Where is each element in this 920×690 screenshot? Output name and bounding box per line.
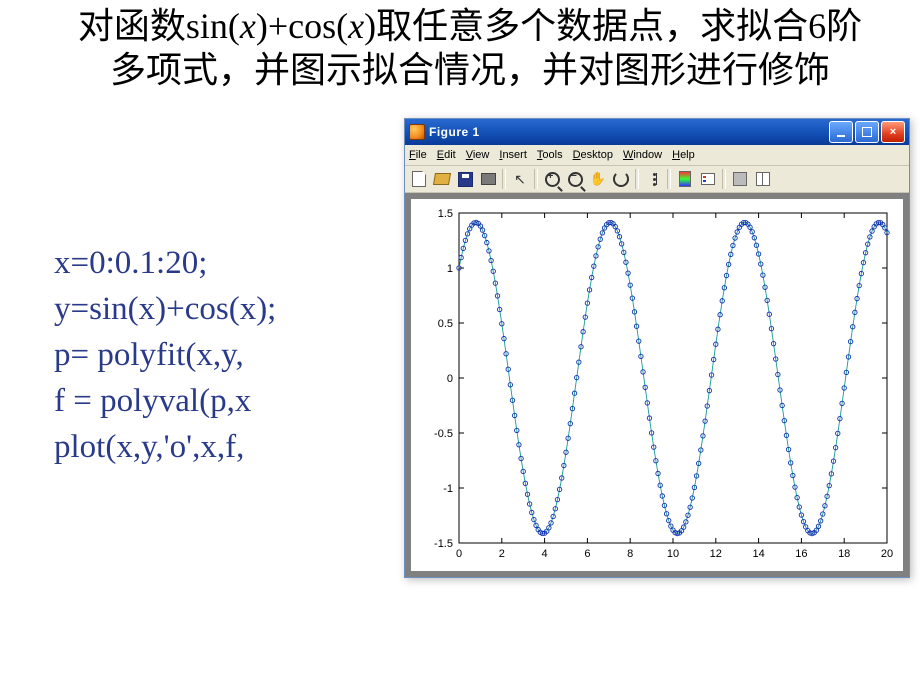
svg-text:10: 10: [667, 548, 679, 560]
code-line: x=0:0.1:20;: [54, 240, 276, 286]
toolbar-pointer-button[interactable]: ↖: [509, 168, 531, 190]
svg-text:1.5: 1.5: [438, 208, 453, 220]
svg-text:4: 4: [542, 548, 548, 560]
svg-text:-0.5: -0.5: [434, 428, 453, 440]
toolbar-print-button[interactable]: [477, 168, 499, 190]
toolbar-new-button[interactable]: [408, 168, 430, 190]
code-line: plot(x,y,'o',x,f,: [54, 424, 276, 470]
window-buttons: ×: [829, 121, 905, 143]
toolbar-colormap-button[interactable]: [674, 168, 696, 190]
toolbar-separator: [635, 169, 639, 189]
svg-text:-1: -1: [443, 483, 453, 495]
svg-text:12: 12: [710, 548, 722, 560]
svg-text:0: 0: [456, 548, 462, 560]
toolbar-separator: [502, 169, 506, 189]
menu-bar: File Edit View Insert Tools Desktop Wind…: [405, 145, 909, 166]
plot-panel: 0 2 4 6 8 10 12 14 16 18 20 -1.5 -1 -0.5 0 0.5 1 1.5: [405, 193, 909, 577]
svg-text:2: 2: [499, 548, 505, 560]
menu-view[interactable]: View: [466, 149, 490, 161]
slide-title: 对函数sin(x)+cos(x)取任意多个数据点，求拟合6阶多项式，并图示拟合情…: [60, 4, 880, 92]
svg-text:8: 8: [627, 548, 633, 560]
menu-desktop[interactable]: Desktop: [573, 149, 613, 161]
toolbar-ploteditor-button[interactable]: [752, 168, 774, 190]
menu-insert[interactable]: Insert: [499, 149, 527, 161]
svg-text:18: 18: [838, 548, 850, 560]
svg-text:0.5: 0.5: [438, 318, 453, 330]
toolbar-pan-button[interactable]: ✋: [587, 168, 609, 190]
toolbar-legend-button[interactable]: [697, 168, 719, 190]
matlab-figure-window: Figure 1 × File Edit View Insert Tools D…: [404, 118, 910, 578]
toolbar-datacursor-button[interactable]: [642, 168, 664, 190]
code-line: y=sin(x)+cos(x);: [54, 286, 276, 332]
toolbar-open-button[interactable]: [431, 168, 453, 190]
svg-text:20: 20: [881, 548, 893, 560]
svg-text:-1.5: -1.5: [434, 538, 453, 550]
matlab-icon: [409, 124, 425, 140]
toolbar-separator: [534, 169, 538, 189]
svg-text:1: 1: [447, 263, 453, 275]
menu-help[interactable]: Help: [672, 149, 695, 161]
menu-edit[interactable]: Edit: [437, 149, 456, 161]
menu-tools[interactable]: Tools: [537, 149, 563, 161]
chart[interactable]: 0 2 4 6 8 10 12 14 16 18 20 -1.5 -1 -0.5 0 0.5 1 1.5: [411, 199, 901, 569]
window-titlebar[interactable]: Figure 1 ×: [405, 119, 909, 145]
maximize-button[interactable]: [855, 121, 879, 143]
toolbar-separator: [667, 169, 671, 189]
code-line: p= polyfit(x,y,: [54, 332, 276, 378]
close-button[interactable]: ×: [881, 121, 905, 143]
menu-window[interactable]: Window: [623, 149, 662, 161]
minimize-button[interactable]: [829, 121, 853, 143]
matlab-code: x=0:0.1:20; y=sin(x)+cos(x); p= polyfit(…: [54, 240, 276, 470]
toolbar: ↖ ✋: [405, 166, 909, 193]
svg-text:14: 14: [752, 548, 764, 560]
slide: 对函数sin(x)+cos(x)取任意多个数据点，求拟合6阶多项式，并图示拟合情…: [0, 0, 920, 690]
plot-background: 0 2 4 6 8 10 12 14 16 18 20 -1.5 -1 -0.5 0 0.5 1 1.5: [411, 199, 903, 571]
toolbar-save-button[interactable]: [454, 168, 476, 190]
menu-file[interactable]: File: [409, 149, 427, 161]
toolbar-zoom-in-button[interactable]: [541, 168, 563, 190]
toolbar-hide-button[interactable]: [729, 168, 751, 190]
svg-text:16: 16: [795, 548, 807, 560]
svg-text:6: 6: [584, 548, 590, 560]
window-title: Figure 1: [429, 125, 829, 139]
code-line: f = polyval(p,x: [54, 378, 276, 424]
toolbar-rotate-button[interactable]: [610, 168, 632, 190]
svg-text:0: 0: [447, 373, 453, 385]
toolbar-zoom-out-button[interactable]: [564, 168, 586, 190]
toolbar-separator: [722, 169, 726, 189]
